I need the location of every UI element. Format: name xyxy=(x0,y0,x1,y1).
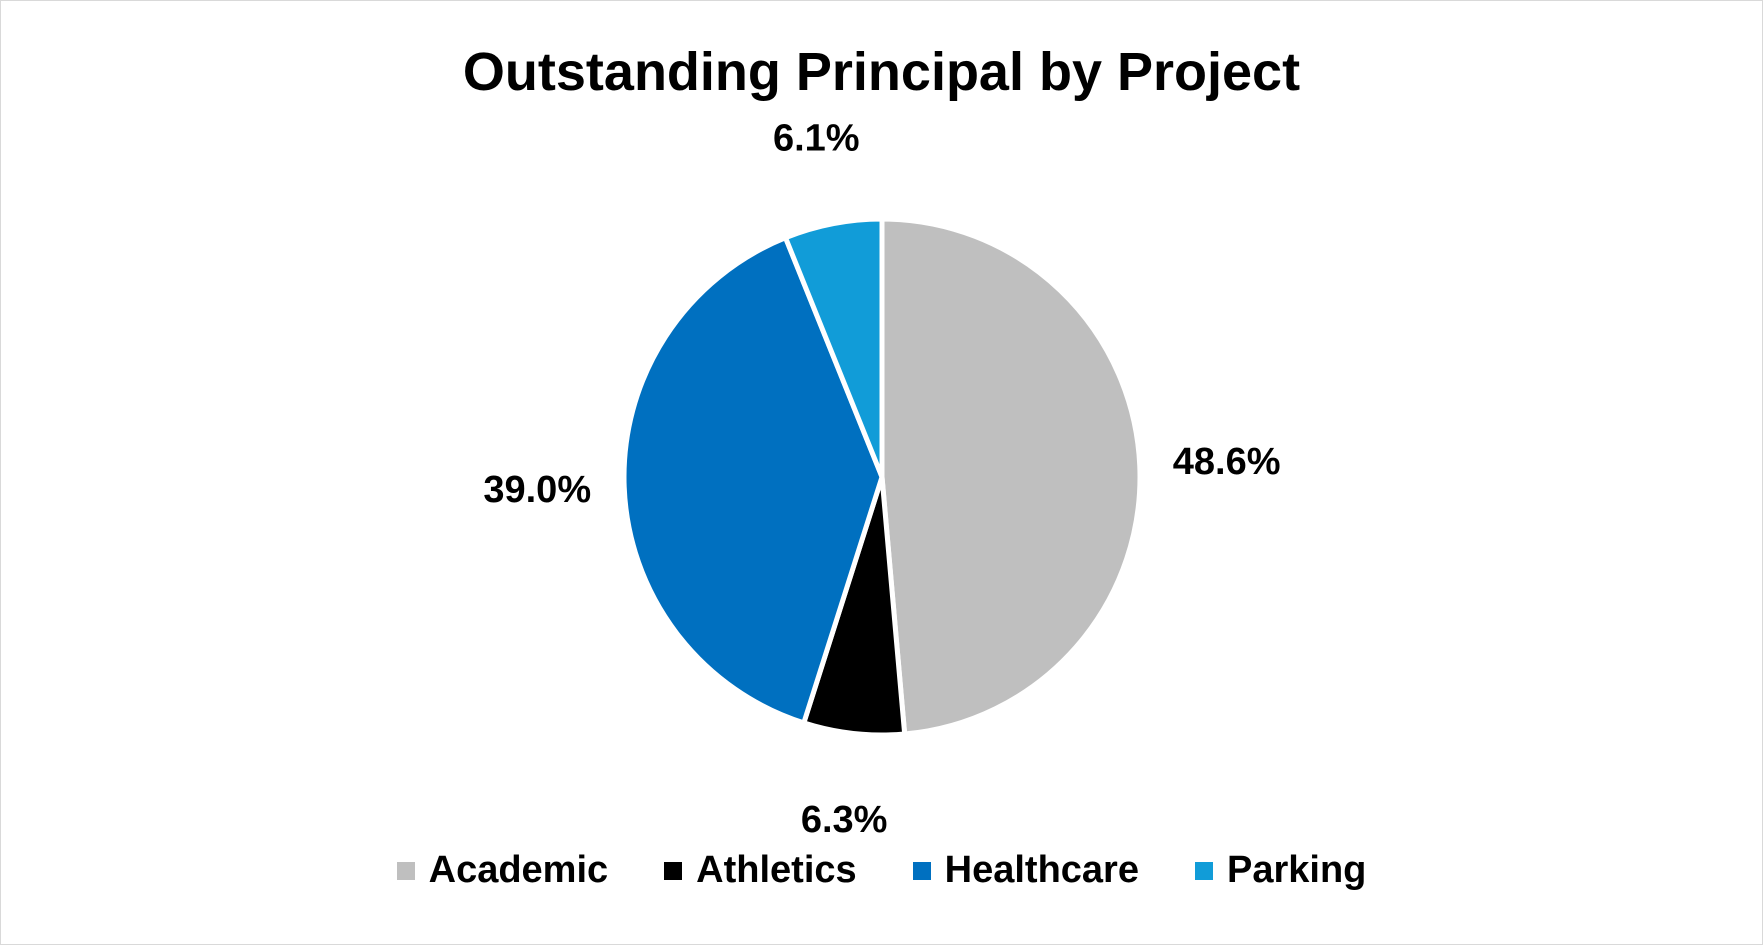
legend-item-athletics: Athletics xyxy=(664,849,857,892)
legend-item-healthcare: Healthcare xyxy=(912,849,1139,892)
legend-item-academic: Academic xyxy=(396,849,609,892)
pie-slice-academic xyxy=(879,216,1143,737)
pie-slice-parking xyxy=(783,216,885,480)
legend-label-athletics: Athletics xyxy=(696,849,857,891)
data-label-parking: 6.1% xyxy=(773,117,860,159)
legend-label-healthcare: Healthcare xyxy=(944,849,1139,891)
legend-swatch-academic xyxy=(396,861,415,880)
chart-title: Outstanding Principal by Project xyxy=(462,42,1301,102)
pie-slice-healthcare xyxy=(621,235,885,726)
legend-swatch-athletics xyxy=(664,861,683,880)
legend-swatch-parking xyxy=(1194,861,1213,880)
legend: Academic Athletics Healthcare Parking xyxy=(1,849,1762,892)
data-label-academic: 48.6% xyxy=(1173,441,1281,483)
data-label-healthcare: 39.0% xyxy=(483,469,591,511)
legend-item-parking: Parking xyxy=(1194,849,1367,892)
legend-label-academic: Academic xyxy=(428,849,609,891)
legend-swatch-healthcare xyxy=(912,861,931,880)
data-label-athletics: 6.3% xyxy=(801,799,888,841)
legend-label-parking: Parking xyxy=(1226,849,1367,891)
